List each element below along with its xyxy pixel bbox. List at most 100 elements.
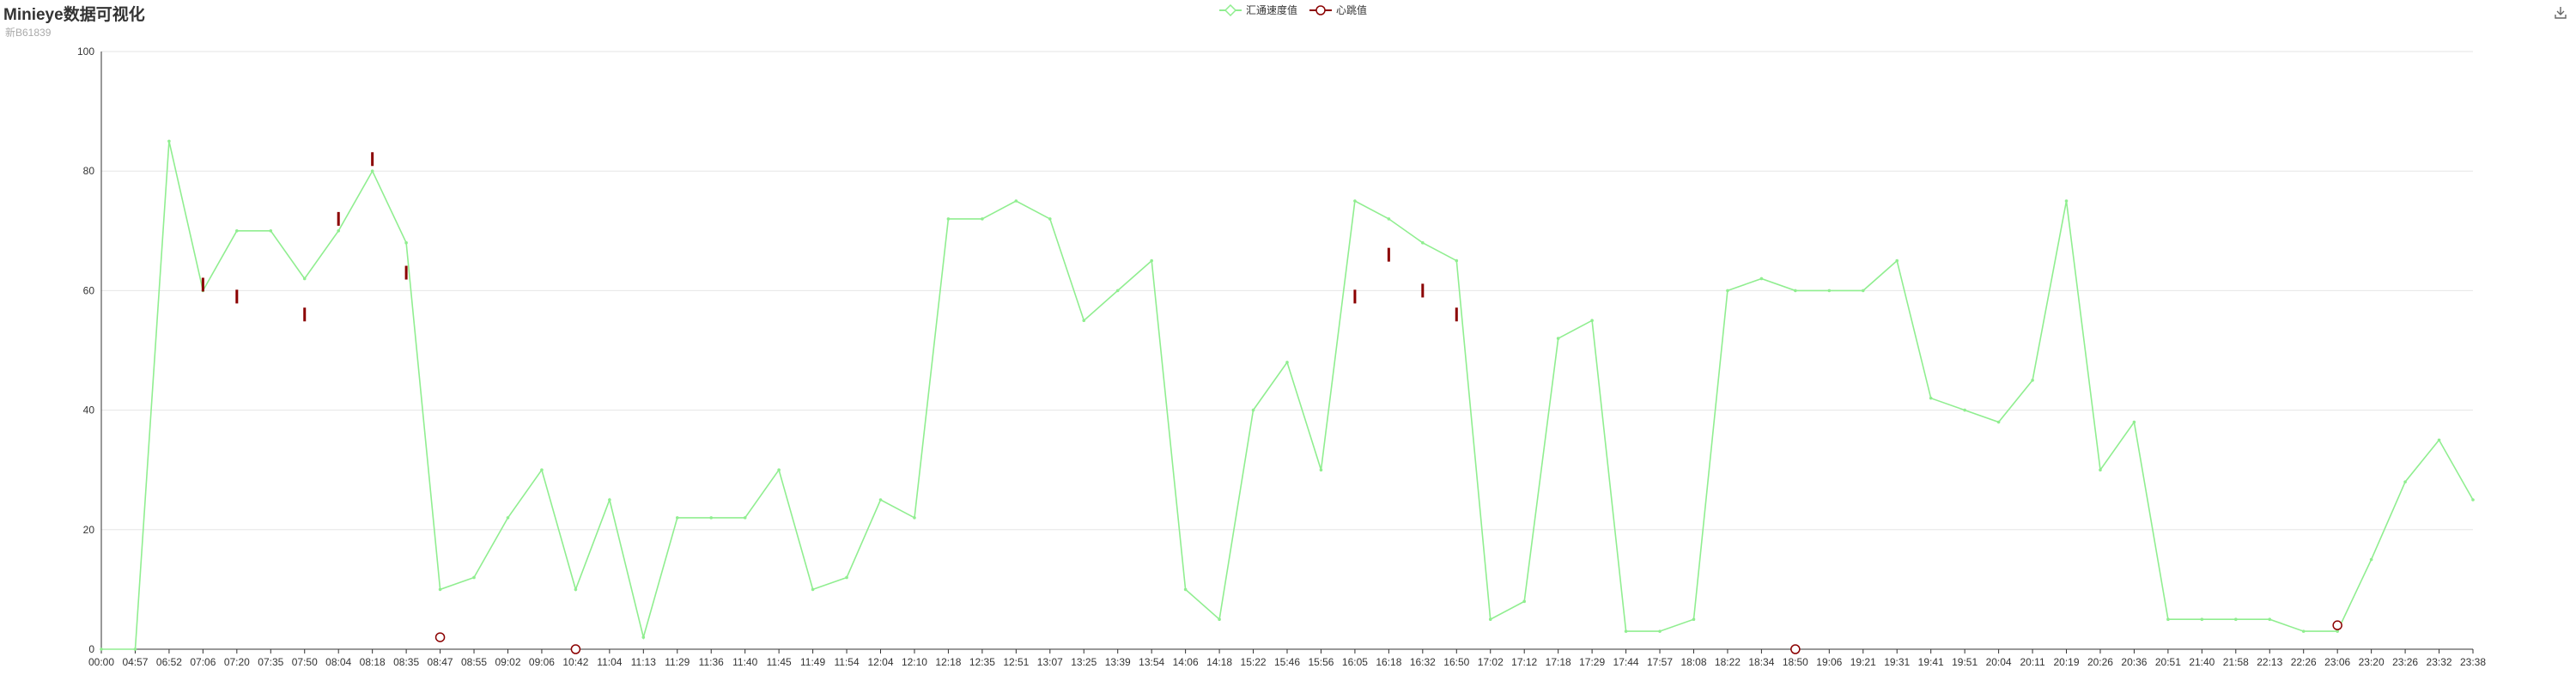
- chart-axes: 0 20 40 60 80 100 00:00 04:57 06:52 07:06 07:20 07:…: [77, 46, 2486, 668]
- speed-point[interactable]: [100, 647, 103, 651]
- speed-point[interactable]: [1590, 319, 1594, 323]
- legend-item-heartbeat[interactable]: 心跳值: [1309, 3, 1367, 17]
- heartbeat-point[interactable]: [1387, 247, 1390, 262]
- speed-point[interactable]: [1963, 408, 1966, 412]
- speed-point[interactable]: [302, 277, 307, 281]
- heartbeat-point[interactable]: [1790, 644, 1801, 654]
- speed-point[interactable]: [608, 498, 611, 502]
- speed-point[interactable]: [1387, 217, 1391, 221]
- speed-point[interactable]: [269, 229, 273, 233]
- speed-point[interactable]: [1150, 258, 1153, 263]
- speed-point[interactable]: [1692, 617, 1696, 621]
- x-tick-label: 23:20: [2359, 656, 2385, 668]
- speed-point[interactable]: [1929, 396, 1933, 400]
- speed-point[interactable]: [946, 217, 951, 221]
- speed-point[interactable]: [438, 587, 442, 592]
- speed-point[interactable]: [777, 468, 781, 471]
- speed-point[interactable]: [167, 139, 171, 143]
- speed-point[interactable]: [811, 587, 815, 592]
- speed-point[interactable]: [574, 587, 578, 592]
- speed-point[interactable]: [2031, 379, 2034, 382]
- speed-point[interactable]: [2234, 617, 2238, 621]
- speed-point[interactable]: [1218, 617, 1221, 621]
- speed-point[interactable]: [1522, 599, 1526, 604]
- speed-point[interactable]: [2301, 629, 2306, 633]
- heartbeat-point[interactable]: [201, 277, 204, 292]
- speed-point[interactable]: [1319, 468, 1323, 471]
- speed-point[interactable]: [2166, 617, 2170, 621]
- x-tick-label: 11:04: [597, 656, 622, 668]
- speed-point[interactable]: [506, 516, 510, 520]
- download-icon[interactable]: [2552, 4, 2569, 21]
- speed-point[interactable]: [1556, 337, 1560, 340]
- speed-point[interactable]: [1794, 289, 1797, 293]
- speed-point[interactable]: [1285, 361, 1289, 364]
- speed-point[interactable]: [1048, 217, 1052, 221]
- speed-point[interactable]: [1996, 420, 2001, 424]
- speed-point[interactable]: [1014, 199, 1018, 203]
- speed-point[interactable]: [878, 498, 883, 502]
- speed-point[interactable]: [2471, 498, 2475, 502]
- speed-point[interactable]: [2099, 468, 2102, 471]
- heartbeat-point[interactable]: [434, 632, 446, 642]
- legend-item-speed[interactable]: 汇通速度值: [1219, 3, 1297, 17]
- speed-point[interactable]: [1353, 199, 1357, 203]
- speed-point[interactable]: [1759, 277, 1764, 281]
- speed-point[interactable]: [1183, 587, 1188, 592]
- heartbeat-point[interactable]: [404, 265, 408, 280]
- heartbeat-point[interactable]: [1421, 283, 1425, 298]
- heartbeat-point[interactable]: [1455, 307, 1458, 322]
- speed-point[interactable]: [913, 516, 916, 520]
- speed-point[interactable]: [337, 229, 341, 233]
- speed-point[interactable]: [2437, 438, 2441, 442]
- heartbeat-point[interactable]: [1353, 289, 1357, 304]
- heartbeat-point[interactable]: [2332, 620, 2342, 630]
- speed-point[interactable]: [845, 575, 848, 580]
- speed-point[interactable]: [2403, 480, 2407, 483]
- speed-point[interactable]: [1488, 617, 1492, 621]
- speed-point[interactable]: [2268, 617, 2272, 621]
- speed-point[interactable]: [641, 635, 646, 639]
- speed-point[interactable]: [2132, 420, 2136, 424]
- speed-point[interactable]: [2200, 617, 2204, 621]
- speed-point[interactable]: [1115, 289, 1120, 293]
- speed-point[interactable]: [1658, 629, 1662, 633]
- speed-point[interactable]: [1082, 319, 1086, 323]
- x-tick-label: 12:04: [867, 656, 893, 668]
- y-tick-label: 80: [83, 165, 95, 177]
- speed-point[interactable]: [1455, 258, 1459, 263]
- speed-point[interactable]: [981, 217, 984, 221]
- x-tick-label: 08:55: [461, 656, 487, 668]
- speed-point[interactable]: [370, 169, 374, 173]
- speed-line: [101, 141, 2474, 650]
- heartbeat-point[interactable]: [303, 307, 307, 322]
- x-tick-label: 17:18: [1546, 656, 1571, 668]
- speed-point[interactable]: [1895, 258, 1899, 263]
- heartbeat-point[interactable]: [371, 152, 374, 167]
- speed-point[interactable]: [133, 647, 137, 651]
- speed-point[interactable]: [472, 575, 476, 580]
- speed-point[interactable]: [1726, 289, 1729, 293]
- speed-point[interactable]: [2336, 629, 2339, 633]
- speed-point[interactable]: [540, 468, 544, 471]
- speed-point[interactable]: [709, 516, 714, 520]
- speed-point[interactable]: [675, 516, 679, 520]
- heartbeat-point[interactable]: [337, 211, 340, 226]
- speed-point[interactable]: [235, 229, 239, 233]
- x-tick-label: 13:07: [1037, 656, 1063, 668]
- speed-point[interactable]: [2064, 199, 2069, 203]
- speed-point[interactable]: [1827, 289, 1832, 293]
- speed-point[interactable]: [1861, 289, 1865, 293]
- speed-point[interactable]: [1624, 629, 1628, 633]
- speed-point[interactable]: [1421, 240, 1425, 245]
- speed-point[interactable]: [743, 516, 747, 520]
- x-tick-label: 11:45: [767, 656, 792, 668]
- heartbeat-point[interactable]: [570, 644, 581, 654]
- heartbeat-point[interactable]: [235, 289, 239, 304]
- speed-point[interactable]: [1251, 408, 1255, 412]
- speed-point[interactable]: [2369, 557, 2373, 562]
- x-tick-label: 11:13: [631, 656, 656, 668]
- x-tick-label: 17:57: [1647, 656, 1673, 668]
- speed-point[interactable]: [404, 240, 408, 245]
- x-tick-label: 12:35: [969, 656, 995, 668]
